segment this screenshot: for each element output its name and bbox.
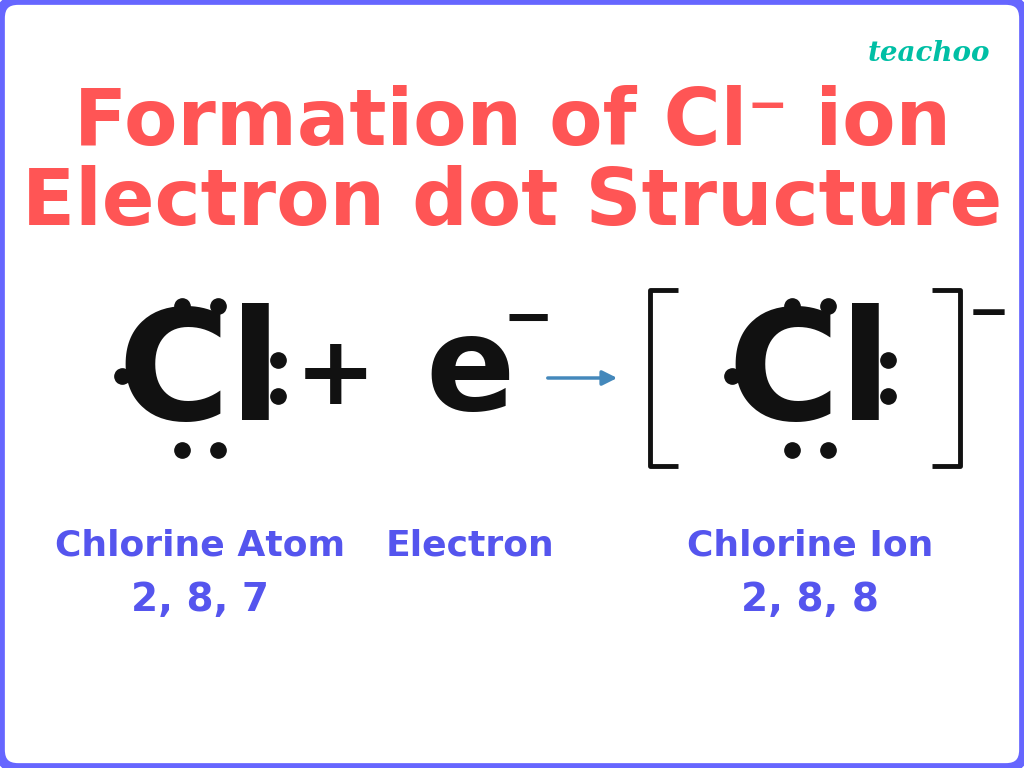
Text: Formation of Cl⁻ ion: Formation of Cl⁻ ion: [74, 85, 950, 161]
Text: −: −: [968, 290, 1010, 338]
Text: Chlorine Atom: Chlorine Atom: [55, 529, 345, 563]
Text: Electron dot Structure: Electron dot Structure: [22, 165, 1002, 241]
Text: Chlorine Ion: Chlorine Ion: [687, 529, 933, 563]
Text: −: −: [503, 290, 554, 349]
Text: 2, 8, 7: 2, 8, 7: [131, 581, 269, 619]
Text: teachoo: teachoo: [867, 40, 990, 67]
Text: Electron: Electron: [386, 529, 554, 563]
Text: Cl: Cl: [118, 303, 283, 452]
Text: +: +: [294, 332, 376, 425]
Text: 2, 8, 8: 2, 8, 8: [741, 581, 879, 619]
Text: e: e: [425, 310, 515, 436]
Text: Cl: Cl: [728, 303, 892, 452]
